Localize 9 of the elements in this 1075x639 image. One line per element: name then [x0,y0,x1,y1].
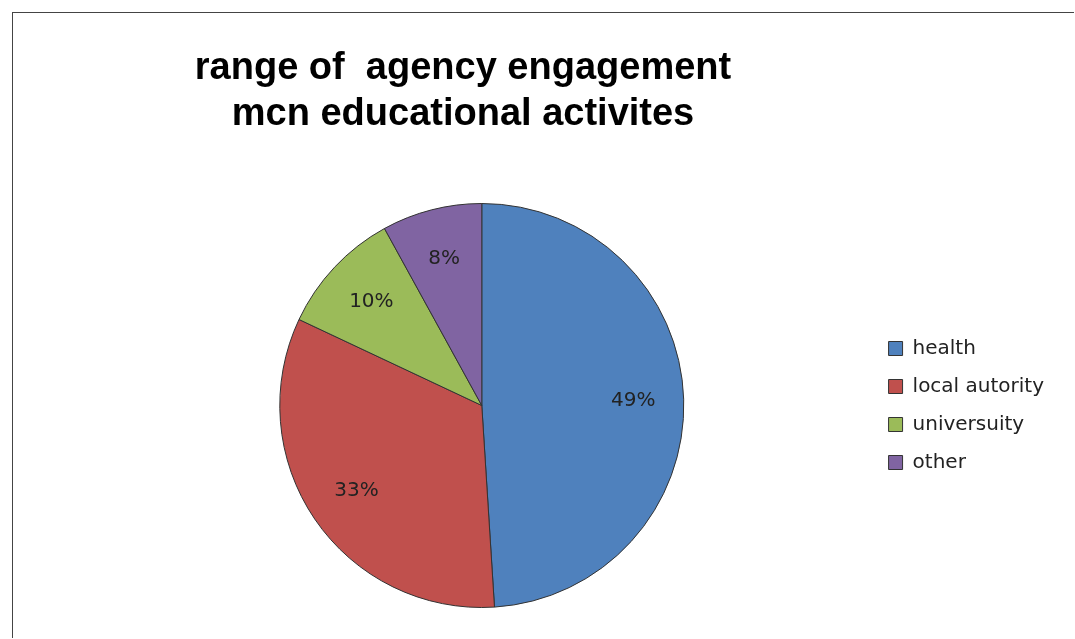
legend-label: universuity [912,410,1025,435]
legend-label: other [912,448,967,473]
data-label: 33% [334,476,379,501]
legend-label: local autority [912,372,1045,397]
data-label: 49% [610,386,656,411]
chart-title: range of agency engagement mcn educational activites [193,44,733,135]
data-label: 8% [428,244,460,269]
legend-label: health [912,334,976,359]
data-label: 10% [349,287,394,312]
